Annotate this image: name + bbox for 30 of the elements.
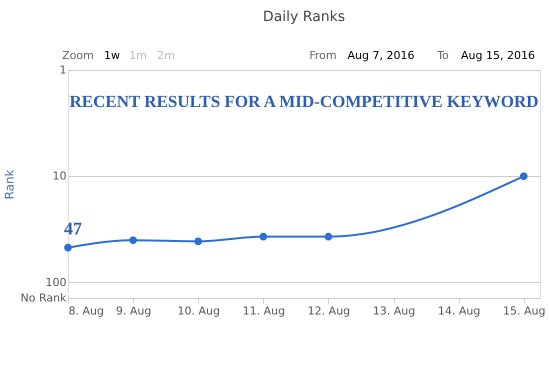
- point: [64, 244, 72, 252]
- y-tick-label: 100: [46, 276, 66, 289]
- text: Zoom: [62, 49, 94, 62]
- text: To: [436, 49, 450, 62]
- y-tick-label: 1: [60, 64, 66, 76]
- point: [324, 232, 332, 240]
- point: [520, 172, 528, 180]
- text: Aug 15, 2016: [461, 49, 535, 62]
- x-tick-label: 13. Aug: [372, 304, 416, 318]
- annotation: 47: [64, 218, 82, 239]
- x-tick-label: 9. Aug: [116, 304, 152, 318]
- y-tick-label: 10: [52, 170, 66, 183]
- x-tick-label: 15. Aug: [502, 304, 546, 318]
- text: 2m: [157, 49, 175, 62]
- x-tick-label: 12. Aug: [308, 304, 350, 318]
- y-axis-title: Rank: [2, 169, 17, 200]
- point: [194, 237, 202, 246]
- chart-title: Daily Ranks: [262, 9, 346, 25]
- y-tick-label: No Rank: [20, 292, 68, 304]
- x-tick-label: 8. Aug: [68, 304, 104, 318]
- x-tick-label: 11. Aug: [242, 304, 286, 318]
- text: 1w: [104, 49, 120, 62]
- text: 1m: [129, 49, 147, 62]
- point: [129, 236, 137, 244]
- annotation: RECENT RESULTS FOR A MID-COMPETITIVE KEYWORD: [69, 92, 539, 111]
- text: Aug 7, 2016: [348, 49, 414, 62]
- point: [259, 232, 268, 240]
- text: From: [309, 49, 337, 62]
- x-tick-label: 10. Aug: [177, 304, 220, 318]
- x-tick-label: 14. Aug: [438, 304, 480, 318]
